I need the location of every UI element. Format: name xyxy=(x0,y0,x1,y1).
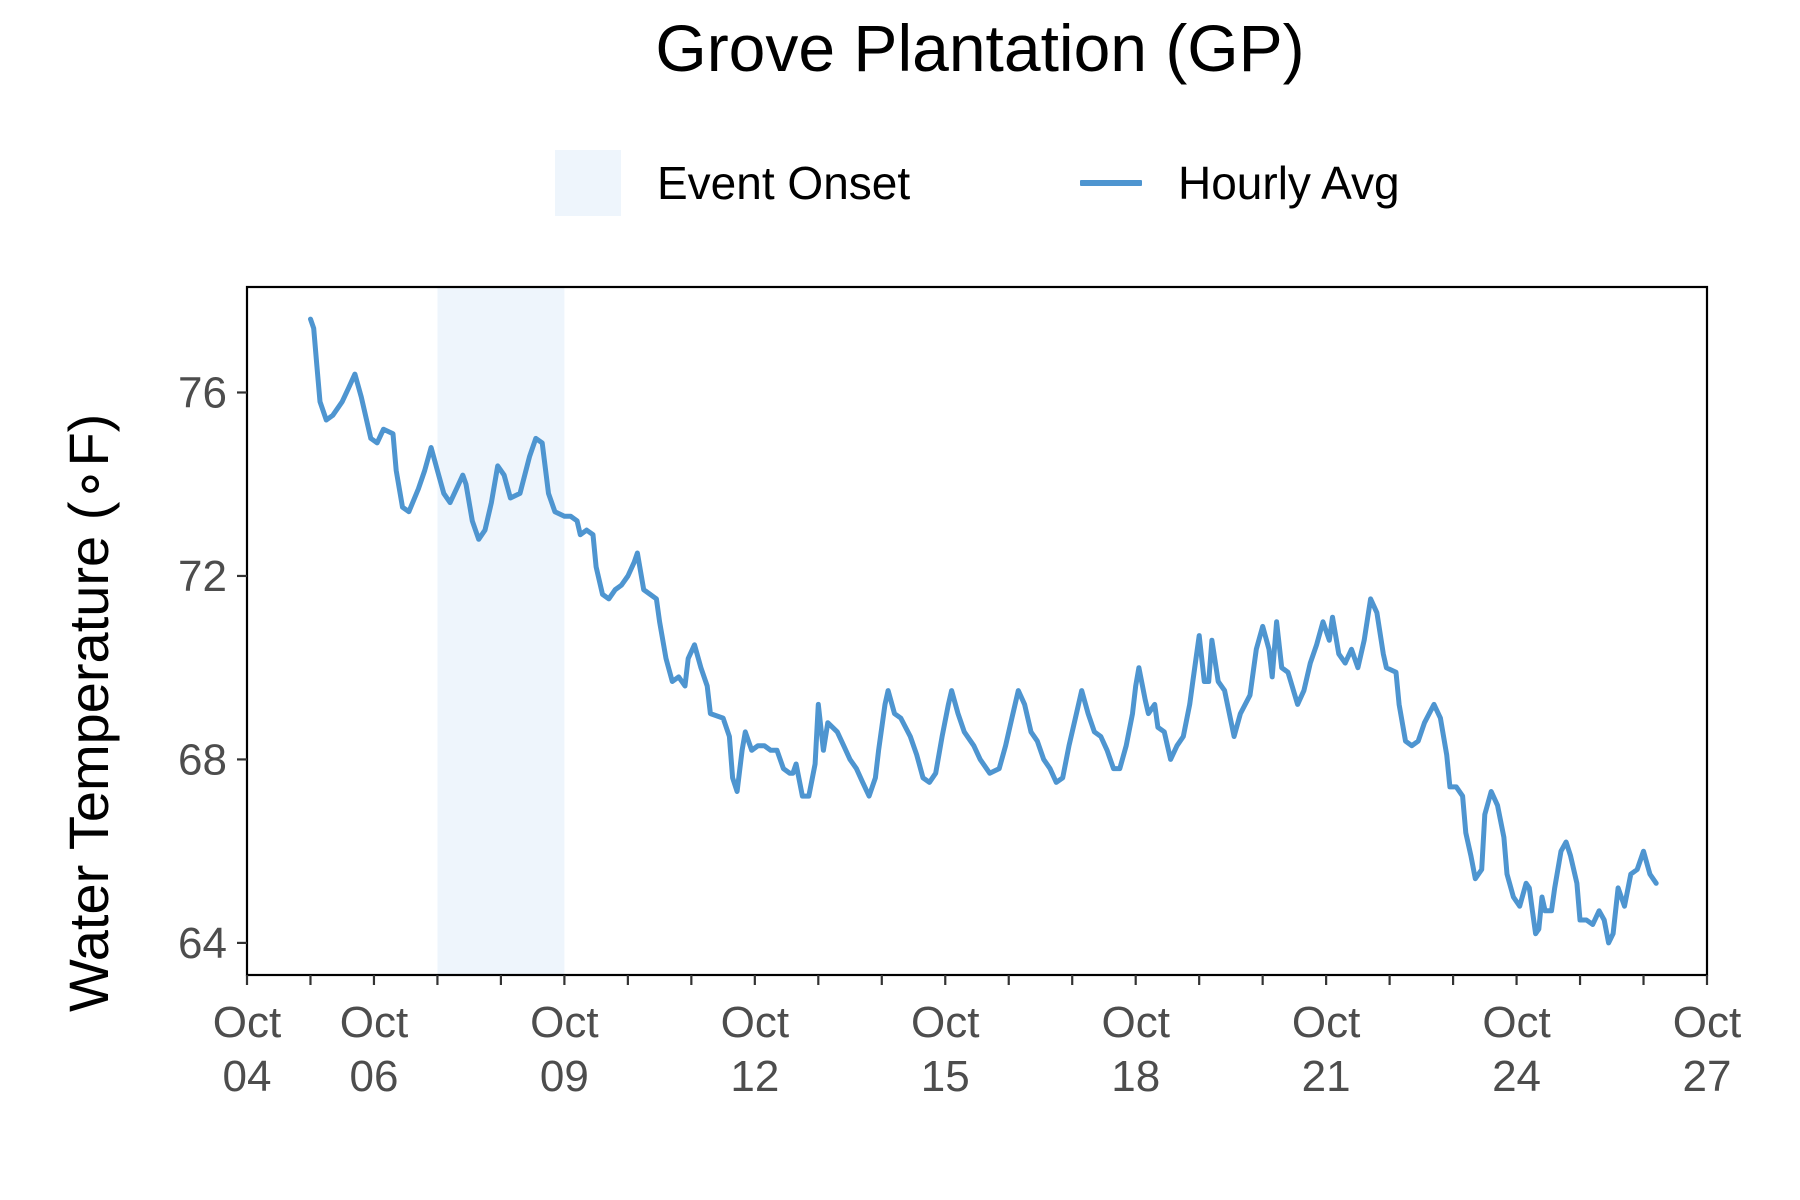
legend-label-event-onset: Event Onset xyxy=(657,157,911,209)
legend-item-event-onset: Event Onset xyxy=(555,150,910,216)
legend-swatch-hourly-avg xyxy=(1080,180,1142,186)
y-tick-label: 68 xyxy=(178,735,227,784)
y-tick-label: 76 xyxy=(178,368,227,417)
x-tick-label-month: Oct xyxy=(721,998,789,1047)
x-tick-label-month: Oct xyxy=(1292,998,1360,1047)
y-tick-label: 64 xyxy=(178,919,227,968)
x-tick-label-day: 15 xyxy=(921,1052,970,1101)
x-tick-label: Oct 15 xyxy=(911,998,979,1101)
x-tick-label-day: 06 xyxy=(349,1052,398,1101)
legend-swatch-event-onset xyxy=(555,150,621,216)
x-tick-label-month: Oct xyxy=(1482,998,1550,1047)
x-tick-label-month: Oct xyxy=(213,998,281,1047)
x-tick-label-day: 27 xyxy=(1683,1052,1732,1101)
x-tick-label-day: 09 xyxy=(540,1052,589,1101)
x-tick-label-day: 24 xyxy=(1492,1052,1541,1101)
x-tick-label: Oct 21 xyxy=(1292,998,1360,1101)
x-tick-label-day: 18 xyxy=(1111,1052,1160,1101)
x-tick-label-month: Oct xyxy=(911,998,979,1047)
x-tick-label: Oct 06 xyxy=(340,998,408,1101)
x-tick-label: Oct 04 xyxy=(213,998,281,1101)
x-tick-label-month: Oct xyxy=(1673,998,1741,1047)
event-onset-band xyxy=(437,287,565,975)
y-tick-label: 72 xyxy=(178,552,227,601)
x-tick-label: Oct 09 xyxy=(530,998,598,1101)
x-tick-label: Oct 12 xyxy=(721,998,789,1101)
x-tick-label-day: 21 xyxy=(1302,1052,1351,1101)
x-tick-label-month: Oct xyxy=(340,998,408,1047)
x-tick-label: Oct 27 xyxy=(1673,998,1741,1101)
x-tick-label-month: Oct xyxy=(1101,998,1169,1047)
series-line-hourly-avg xyxy=(308,316,1659,946)
x-tick-label: Oct 24 xyxy=(1482,998,1550,1101)
legend-item-hourly-avg: Hourly Avg xyxy=(1080,150,1400,216)
legend-label-hourly-avg: Hourly Avg xyxy=(1178,157,1400,209)
x-tick-label-day: 04 xyxy=(223,1052,272,1101)
x-tick-label-day: 12 xyxy=(730,1052,779,1101)
chart-title: Grove Plantation (GP) xyxy=(655,11,1305,85)
x-tick-label-month: Oct xyxy=(530,998,598,1047)
plot-frame xyxy=(245,285,1709,977)
x-tick-label: Oct 18 xyxy=(1101,998,1169,1101)
